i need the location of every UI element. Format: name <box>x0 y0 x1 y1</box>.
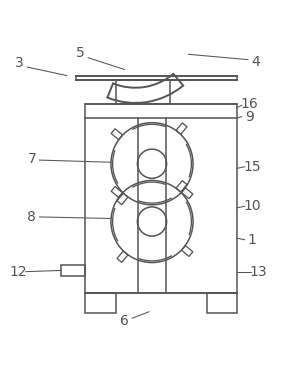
Text: 16: 16 <box>240 98 258 112</box>
Text: 10: 10 <box>244 199 261 213</box>
Bar <box>61 265 85 276</box>
Bar <box>85 105 237 293</box>
Text: 15: 15 <box>244 160 261 174</box>
Text: 13: 13 <box>250 265 267 279</box>
Text: 9: 9 <box>245 110 254 124</box>
Text: 5: 5 <box>76 46 85 60</box>
Bar <box>116 80 170 105</box>
Bar <box>207 293 237 313</box>
Text: 1: 1 <box>248 233 257 247</box>
Text: 3: 3 <box>16 57 24 70</box>
Text: 6: 6 <box>120 314 129 328</box>
Text: 7: 7 <box>28 152 36 166</box>
Bar <box>85 293 116 313</box>
Text: 12: 12 <box>9 265 27 279</box>
Text: 8: 8 <box>27 210 36 224</box>
Text: 4: 4 <box>251 55 260 69</box>
